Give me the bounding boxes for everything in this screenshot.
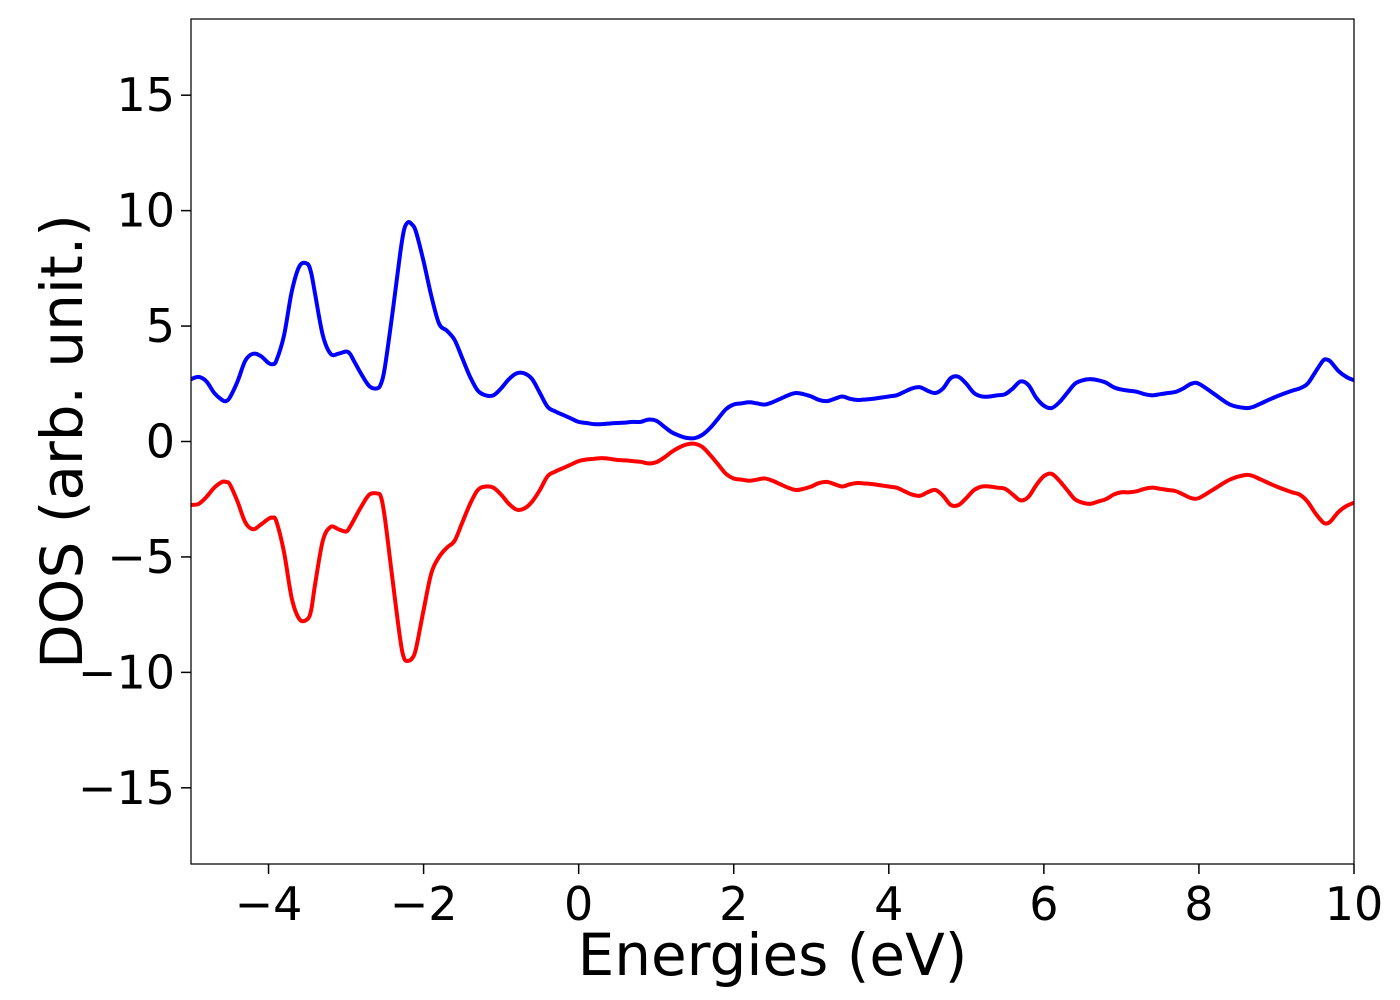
y-axis-label: DOS (arb. unit.)	[28, 214, 96, 669]
series-layer	[191, 219, 1354, 664]
x-axis-label: Energies (eV)	[578, 921, 968, 989]
x-tick-label: −2	[390, 877, 458, 931]
plot-frame	[190, 18, 1355, 865]
y-tick-label: −5	[107, 530, 175, 584]
y-tick-label: −10	[78, 645, 175, 699]
y-tick-label: 15	[116, 68, 175, 122]
x-tick-label: 2	[719, 877, 748, 931]
y-tick-label: −15	[78, 761, 175, 815]
y-axis-ticks: 15 10 5 0 −5 −10 −15	[78, 68, 191, 815]
x-tick-label: 8	[1184, 877, 1213, 931]
x-axis-ticks: −4 −2 0 2 4 6 8 10	[235, 864, 1384, 931]
series-line-blue	[191, 219, 1354, 441]
x-tick-label: 0	[564, 877, 593, 931]
y-tick-label: 10	[116, 184, 175, 238]
series-line-red	[191, 441, 1354, 664]
x-tick-label: 10	[1325, 877, 1384, 931]
x-tick-label: 4	[874, 877, 903, 931]
y-tick-label: 5	[146, 299, 175, 353]
x-tick-label: −4	[235, 877, 303, 931]
y-tick-label: 0	[146, 415, 175, 469]
x-tick-label: 6	[1029, 877, 1058, 931]
